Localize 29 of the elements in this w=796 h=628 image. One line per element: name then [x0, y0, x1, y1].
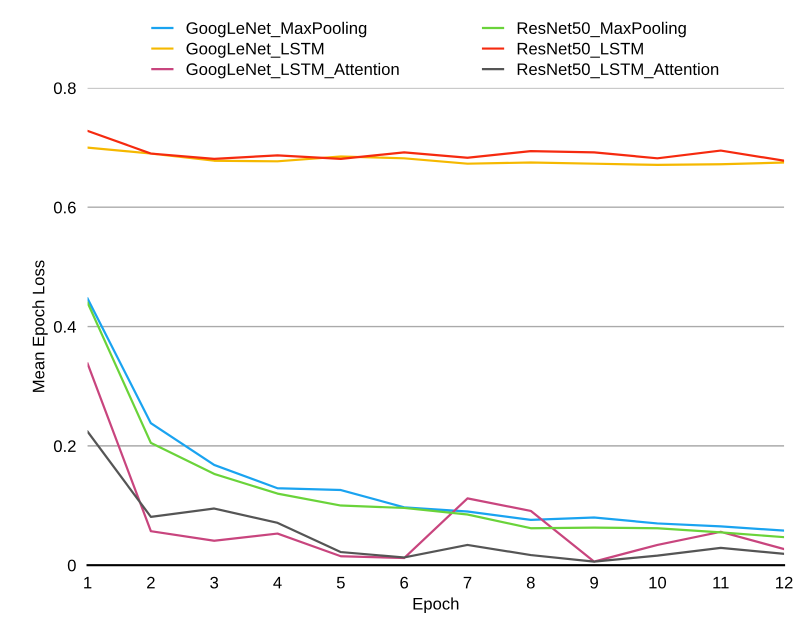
x-tick-label: 3 [210, 576, 218, 589]
y-tick-label: 0.6 [54, 202, 76, 214]
x-tick-label: 2 [147, 576, 155, 588]
x-tick-label: 8 [526, 576, 535, 589]
x-tick-label: 11 [713, 576, 729, 588]
x-tick-label: 4 [273, 576, 282, 588]
legend-label: GoogLeNet_MaxPooling [186, 22, 366, 38]
y-tick-label: 0 [68, 560, 76, 572]
x-tick-label: 7 [464, 576, 472, 588]
y-tick-label: 0.8 [54, 82, 76, 94]
x-tick-label: 12 [776, 576, 792, 588]
line-series [88, 362, 784, 563]
x-tick-label: 1 [84, 576, 92, 588]
legend-label: GoogLeNet_LSTM [186, 42, 324, 58]
x-tick-label: 10 [649, 576, 666, 589]
x-tick-label: 9 [590, 576, 598, 589]
line-series [88, 430, 784, 563]
legend-label: GoogLeNet_LSTM_Attention [186, 62, 399, 78]
x-tick-label: 5 [336, 576, 345, 589]
line-series [88, 130, 784, 162]
legend-label: ResNet50_LSTM [518, 42, 643, 58]
legend-label: ResNet50_MaxPooling [518, 22, 686, 38]
y-tick-label: 0.2 [54, 440, 76, 452]
y-tick-label: 0.4 [54, 320, 76, 333]
y-axis-title: Mean Epoch Loss [32, 260, 48, 392]
line-series [88, 146, 784, 166]
x-tick-label: 6 [400, 576, 408, 589]
legend-label: ResNet50_LSTM_Attention [518, 62, 718, 78]
x-axis-title: Epoch [414, 597, 458, 613]
